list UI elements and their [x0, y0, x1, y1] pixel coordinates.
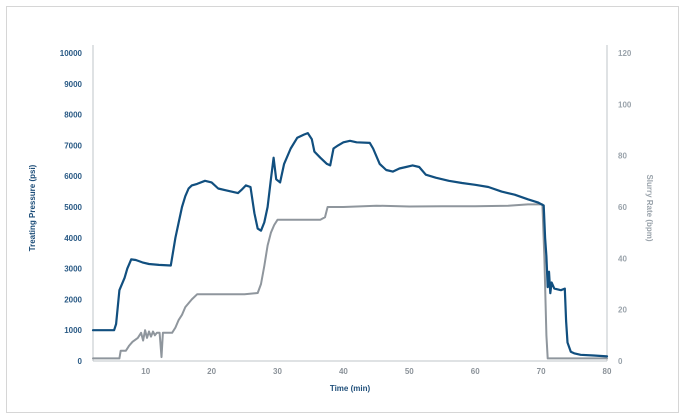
y-right-tick-label: 80 — [618, 152, 627, 161]
x-tick-label: 10 — [141, 367, 150, 376]
axes-layer — [92, 45, 608, 362]
y-left-tick-label: 8000 — [64, 111, 82, 120]
y-left-tick-label: 4000 — [64, 234, 82, 243]
y-left-tick-label: 1000 — [64, 326, 82, 335]
x-tick-label: 70 — [537, 367, 546, 376]
ticks-layer: 0100020003000400050006000700080009000100… — [60, 49, 632, 376]
y-left-axis-title: Treating Pressure (psi) — [28, 164, 37, 251]
y-left-tick-label: 9000 — [64, 80, 82, 89]
x-tick-label: 40 — [339, 367, 348, 376]
y-right-axis-title: Slurry Rate (bpm) — [645, 174, 654, 241]
y-right-tick-label: 60 — [618, 203, 627, 212]
x-tick-label: 50 — [405, 367, 414, 376]
y-right-tick-label: 100 — [618, 100, 632, 109]
y-left-tick-label: 3000 — [64, 265, 82, 274]
y-left-tick-label: 7000 — [64, 141, 82, 150]
y-left-tick-label: 2000 — [64, 295, 82, 304]
y-right-tick-label: 20 — [618, 306, 627, 315]
x-tick-label: 20 — [207, 367, 216, 376]
slurry-rate-series-line — [92, 203, 608, 360]
x-tick-label: 60 — [471, 367, 480, 376]
y-left-tick-label: 6000 — [64, 172, 82, 181]
y-right-tick-label: 0 — [618, 357, 623, 366]
y-left-tick-label: 10000 — [60, 49, 83, 58]
y-left-tick-label: 0 — [78, 357, 83, 366]
x-tick-label: 80 — [603, 367, 612, 376]
x-tick-label: 30 — [273, 367, 282, 376]
chart-frame — [6, 6, 679, 413]
x-axis-title: Time (min) — [330, 384, 371, 393]
y-right-tick-label: 120 — [618, 49, 632, 58]
series-layer — [91, 132, 609, 360]
y-right-tick-label: 40 — [618, 254, 627, 263]
y-left-tick-label: 5000 — [64, 203, 82, 212]
treating-pressure-series-line — [91, 132, 609, 358]
